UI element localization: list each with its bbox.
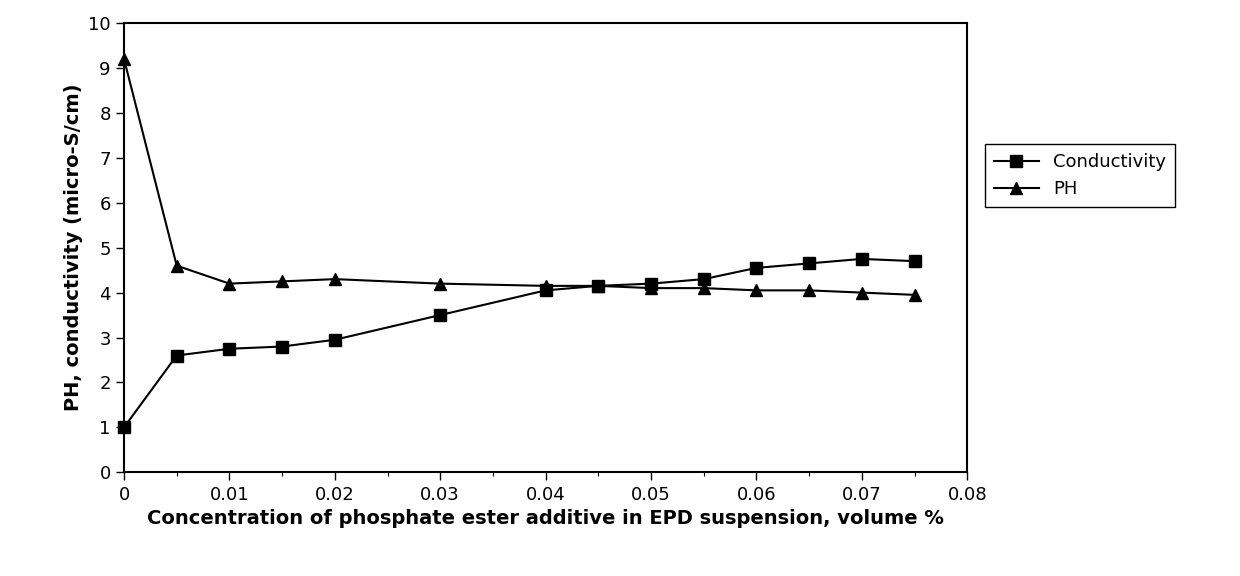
- Conductivity: [749, 264, 764, 271]
- Conductivity: [908, 257, 923, 264]
- Legend: Conductivity, PH: Conductivity, PH: [985, 145, 1176, 207]
- X-axis label: Concentration of phosphate ester additive in EPD suspension, volume %: Concentration of phosphate ester additiv…: [148, 509, 944, 528]
- Conductivity: [327, 336, 342, 343]
- PH: [169, 262, 184, 269]
- Conductivity: [538, 287, 553, 294]
- Line: Conductivity: Conductivity: [118, 253, 921, 434]
- PH: [644, 285, 658, 291]
- Conductivity: [117, 424, 131, 431]
- Line: PH: PH: [118, 53, 921, 301]
- PH: [222, 280, 237, 287]
- PH: [854, 289, 869, 296]
- PH: [538, 282, 553, 289]
- PH: [117, 55, 131, 62]
- Conductivity: [644, 280, 658, 287]
- Conductivity: [169, 352, 184, 359]
- Conductivity: [801, 260, 816, 267]
- PH: [327, 276, 342, 283]
- Conductivity: [222, 346, 237, 353]
- Conductivity: [697, 276, 712, 283]
- PH: [749, 287, 764, 294]
- Conductivity: [590, 282, 605, 289]
- PH: [590, 282, 605, 289]
- Y-axis label: PH, conductivity (micro-S/cm): PH, conductivity (micro-S/cm): [63, 84, 83, 411]
- Conductivity: [275, 343, 290, 350]
- Conductivity: [854, 256, 869, 263]
- PH: [433, 280, 448, 287]
- PH: [697, 285, 712, 291]
- PH: [275, 278, 290, 285]
- PH: [801, 287, 816, 294]
- Conductivity: [433, 312, 448, 319]
- PH: [908, 291, 923, 298]
